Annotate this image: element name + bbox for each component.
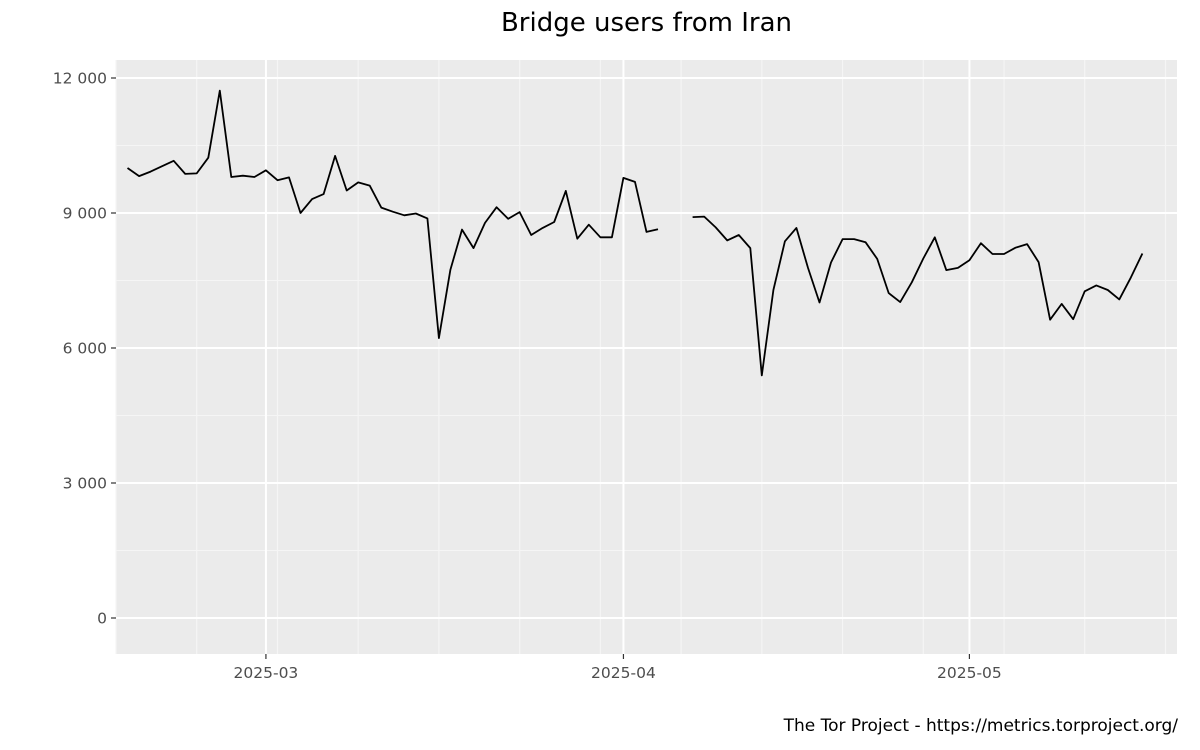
x-tick-label: 2025-04	[591, 664, 656, 682]
grid-minor	[115, 60, 1177, 654]
series-line	[126, 89, 659, 340]
y-axis: 0 3 000 6 000 9 000 12 000	[53, 70, 116, 628]
chart-title: Bridge users from Iran	[500, 8, 793, 38]
y-tick-label: 9 000	[63, 205, 107, 223]
plot-panel	[116, 60, 1177, 654]
grid-major	[116, 60, 1177, 654]
source-caption: The Tor Project - https://metrics.torpro…	[783, 716, 1178, 736]
x-tick-label: 2025-05	[937, 664, 1002, 682]
x-axis: 2025-03 2025-04 2025-05	[234, 654, 1002, 682]
series-line	[692, 215, 1144, 377]
y-tick-label: 3 000	[63, 475, 107, 493]
x-tick-label: 2025-03	[234, 664, 299, 682]
y-tick-label: 0	[97, 610, 107, 628]
series-layer	[126, 89, 1144, 377]
y-tick-label: 12 000	[53, 70, 107, 88]
y-tick-label: 6 000	[63, 340, 107, 358]
